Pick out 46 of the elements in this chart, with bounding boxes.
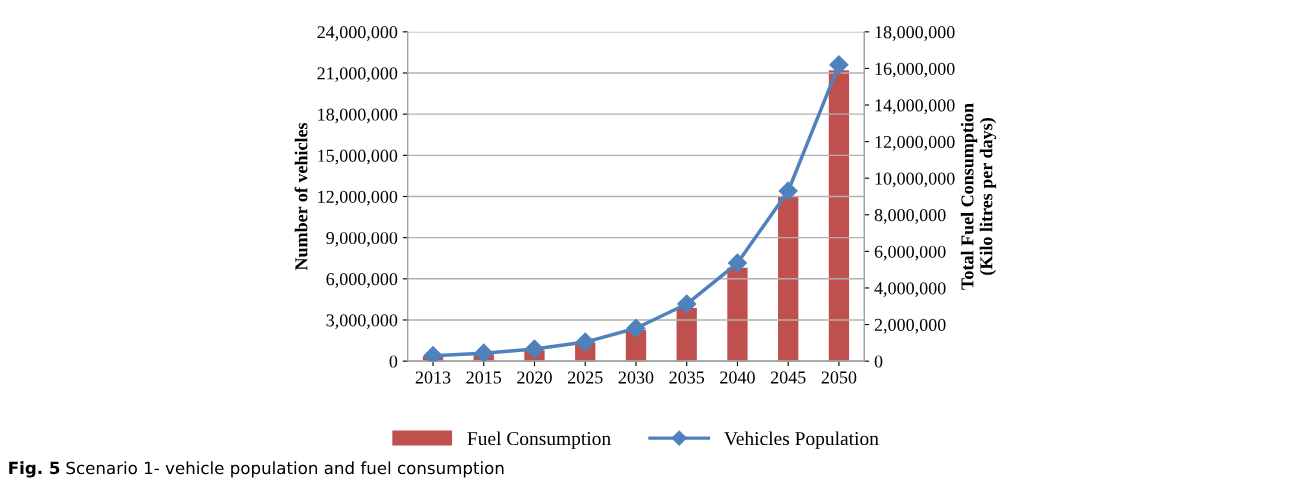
y-tick-label: 6,000,000 (326, 273, 398, 288)
point (727, 253, 747, 273)
y2-tick-label: 16,000,000 (875, 62, 955, 78)
point (677, 294, 697, 314)
point (474, 343, 494, 362)
bar (828, 70, 850, 362)
y-tick-label: 21,000,000 (317, 67, 398, 83)
x-tick-label: 2015 (466, 371, 502, 384)
y-tick-label: 3,000,000 (326, 314, 398, 330)
y2-tick-label: 6,000,000 (874, 245, 946, 261)
point (524, 339, 545, 359)
point (626, 318, 646, 338)
x-tick-label: 2035 (669, 371, 705, 384)
legend-label: Fuel Consumption (467, 431, 611, 450)
bar (727, 267, 748, 362)
y-tick-label: 18,000,000 (318, 108, 398, 124)
caption: Fig. 5 (9, 461, 60, 478)
point (575, 332, 595, 352)
y-tick-label: 12,000,000 (318, 190, 398, 206)
y2-tick-label: 2,000,000 (874, 318, 946, 334)
y2-tick-label: 4,000,000 (874, 282, 946, 297)
y2-tick-label: 14,000,000 (875, 99, 955, 115)
y2-tick-label: 10,000,000 (875, 172, 955, 188)
y-tick-label: 15,000,000 (318, 149, 398, 165)
y2-tick-label: 18,000,000 (875, 26, 955, 41)
point (778, 181, 798, 201)
y2-tick-label: 0 (874, 355, 883, 368)
x-tick-label: 2025 (567, 371, 603, 384)
text: Scenario 1- vehicle population and fuel consumption (66, 461, 504, 478)
x-tick-label: 2020 (517, 371, 552, 384)
x-tick-label: 2040 (720, 371, 755, 384)
legend-label: Vehicles Population (724, 431, 879, 450)
y-tick-label: 9,000,000 (326, 231, 398, 247)
bar (778, 196, 799, 362)
point (423, 346, 443, 362)
y-axis-title: Number of vehicles (294, 122, 308, 271)
point (829, 55, 849, 75)
y-tick-label: 24,000,000 (317, 26, 398, 41)
x-tick-label: 2050 (821, 371, 857, 384)
y2-tick-label: 8,000,000 (874, 209, 946, 224)
x-tick-label: 2045 (770, 371, 806, 384)
x-tick-label: 2013 (415, 371, 451, 384)
y2-tick-label: 12,000,000 (875, 135, 955, 151)
y2-axis-title: Total Fuel Consumption (Kilo litres per days) (960, 103, 997, 290)
x-tick-label: 2030 (618, 371, 654, 384)
y-tick-label: 0 (389, 355, 398, 368)
